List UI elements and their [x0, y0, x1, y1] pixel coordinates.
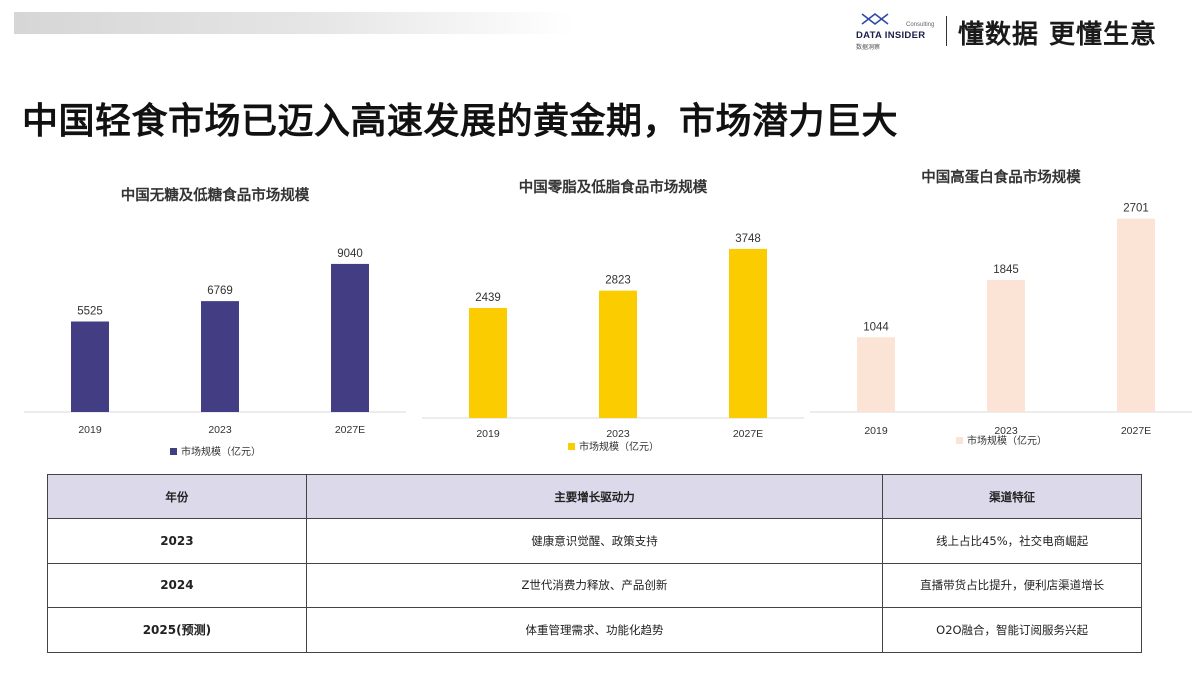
- table-cell-drivers: Z世代消费力释放、产品创新: [305, 562, 884, 609]
- chart-sugar-free-market: 中国无糖及低糖食品市场规模 5525 2019 6769 2023 9040 2027E 市场…: [20, 162, 410, 472]
- table-header-year: 年份: [47, 474, 307, 519]
- table-row: 2024 Z世代消费力释放、产品创新 直播带货占比提升，便利店渠道增长: [47, 562, 1142, 609]
- table-row: 2025(预测) 体重管理需求、功能化趋势 O2O融合，智能订阅服务兴起: [47, 607, 1142, 653]
- bar-2027E: [331, 263, 369, 412]
- legend-label: 市场规模（亿元）: [967, 434, 1047, 447]
- data-insider-logo-icon: [861, 12, 889, 26]
- bar-2019: [857, 337, 895, 412]
- table-cell-channel: 线上占比45%，社交电商崛起: [882, 518, 1142, 564]
- header-gradient-bar: [14, 12, 574, 34]
- table-row: 2023 健康意识觉醒、政策支持 线上占比45%，社交电商崛起: [47, 518, 1142, 564]
- x-tick-label: 2027E: [733, 428, 763, 440]
- sugar-free-chart-svg: 中国无糖及低糖食品市场规模 5525 2019 6769 2023 9040 2027E 市场…: [24, 186, 406, 458]
- chart-low-fat-market: 中国零脂及低脂食品市场规模 2439 2019 2823 2023 3748 2027E 市场…: [418, 162, 808, 472]
- table-header-channel: 渠道特征: [882, 474, 1142, 519]
- x-tick-label: 2019: [476, 428, 500, 440]
- legend-label: 市场规模（亿元）: [181, 445, 261, 458]
- brand-tag: Consulting: [906, 22, 935, 28]
- bar-2023: [987, 279, 1025, 412]
- data-label: 3748: [735, 233, 761, 245]
- page-title: 中国轻食市场已迈入高速发展的黄金期，市场潜力巨大: [22, 101, 899, 142]
- x-tick-label: 2019: [864, 425, 888, 437]
- legend-swatch: [568, 443, 575, 450]
- legend-swatch: [956, 437, 963, 444]
- table-cell-drivers: 体重管理需求、功能化趋势: [305, 607, 884, 653]
- growth-drivers-table: 年份 主要增长驱动力 渠道特征 2023 健康意识觉醒、政策支持 线上占比45%…: [47, 474, 1142, 653]
- bar-2023: [599, 290, 637, 418]
- bar-2023: [201, 301, 239, 412]
- table-cell-year: 2025(预测): [47, 607, 307, 653]
- chart-title: 中国无糖及低糖食品市场规模: [121, 186, 310, 204]
- brand-subtitle: 数据洞察: [856, 44, 881, 51]
- bar-2019: [469, 307, 507, 418]
- x-tick-label: 2027E: [1121, 425, 1151, 437]
- bar-2027E: [1117, 218, 1155, 412]
- data-label: 1845: [993, 264, 1019, 276]
- low-fat-chart-svg: 中国零脂及低脂食品市场规模 2439 2019 2823 2023 3748 2027E 市场…: [422, 178, 804, 453]
- chart-title: 中国高蛋白食品市场规模: [921, 168, 1081, 186]
- x-tick-label: 2023: [994, 425, 1018, 437]
- table-cell-channel: 直播带货占比提升，便利店渠道增长: [882, 562, 1142, 609]
- bar-2027E: [729, 248, 767, 418]
- brand-name: DATA INSIDER: [856, 30, 926, 41]
- data-label: 6769: [207, 285, 233, 297]
- table-cell-year: 2024: [47, 562, 307, 609]
- legend-label: 市场规模（亿元）: [579, 440, 659, 453]
- data-label: 1044: [863, 321, 889, 333]
- chart-title: 中国零脂及低脂食品市场规模: [519, 178, 708, 196]
- table-cell-year: 2023: [47, 518, 307, 564]
- x-tick-label: 2027E: [335, 424, 365, 436]
- table-header-drivers: 主要增长驱动力: [305, 474, 884, 519]
- data-label: 2823: [605, 275, 631, 287]
- x-tick-label: 2019: [78, 424, 102, 436]
- bar-2019: [71, 321, 109, 412]
- chart-high-protein-market: 中国高蛋白食品市场规模 1044 2019 1845 2023 2701 2027E 市场规模…: [806, 162, 1196, 472]
- x-tick-label: 2023: [208, 424, 232, 436]
- table-cell-drivers: 健康意识觉醒、政策支持: [305, 518, 884, 564]
- high-protein-chart-svg: 中国高蛋白食品市场规模 1044 2019 1845 2023 2701 2027E 市场规模…: [810, 168, 1192, 447]
- table-header-row: 年份 主要增长驱动力 渠道特征: [47, 474, 1142, 519]
- header-slogan: 懂数据 更懂生意: [958, 20, 1158, 50]
- table-cell-channel: O2O融合，智能订阅服务兴起: [882, 607, 1142, 653]
- data-label: 9040: [337, 248, 363, 260]
- x-tick-label: 2023: [606, 428, 630, 440]
- data-label: 2439: [475, 292, 501, 304]
- data-label: 5525: [77, 305, 103, 317]
- legend-swatch: [170, 448, 177, 455]
- data-label: 2701: [1123, 203, 1149, 215]
- header-divider: [946, 16, 947, 46]
- brand-logo: Consulting DATA INSIDER 数据洞察: [856, 12, 934, 52]
